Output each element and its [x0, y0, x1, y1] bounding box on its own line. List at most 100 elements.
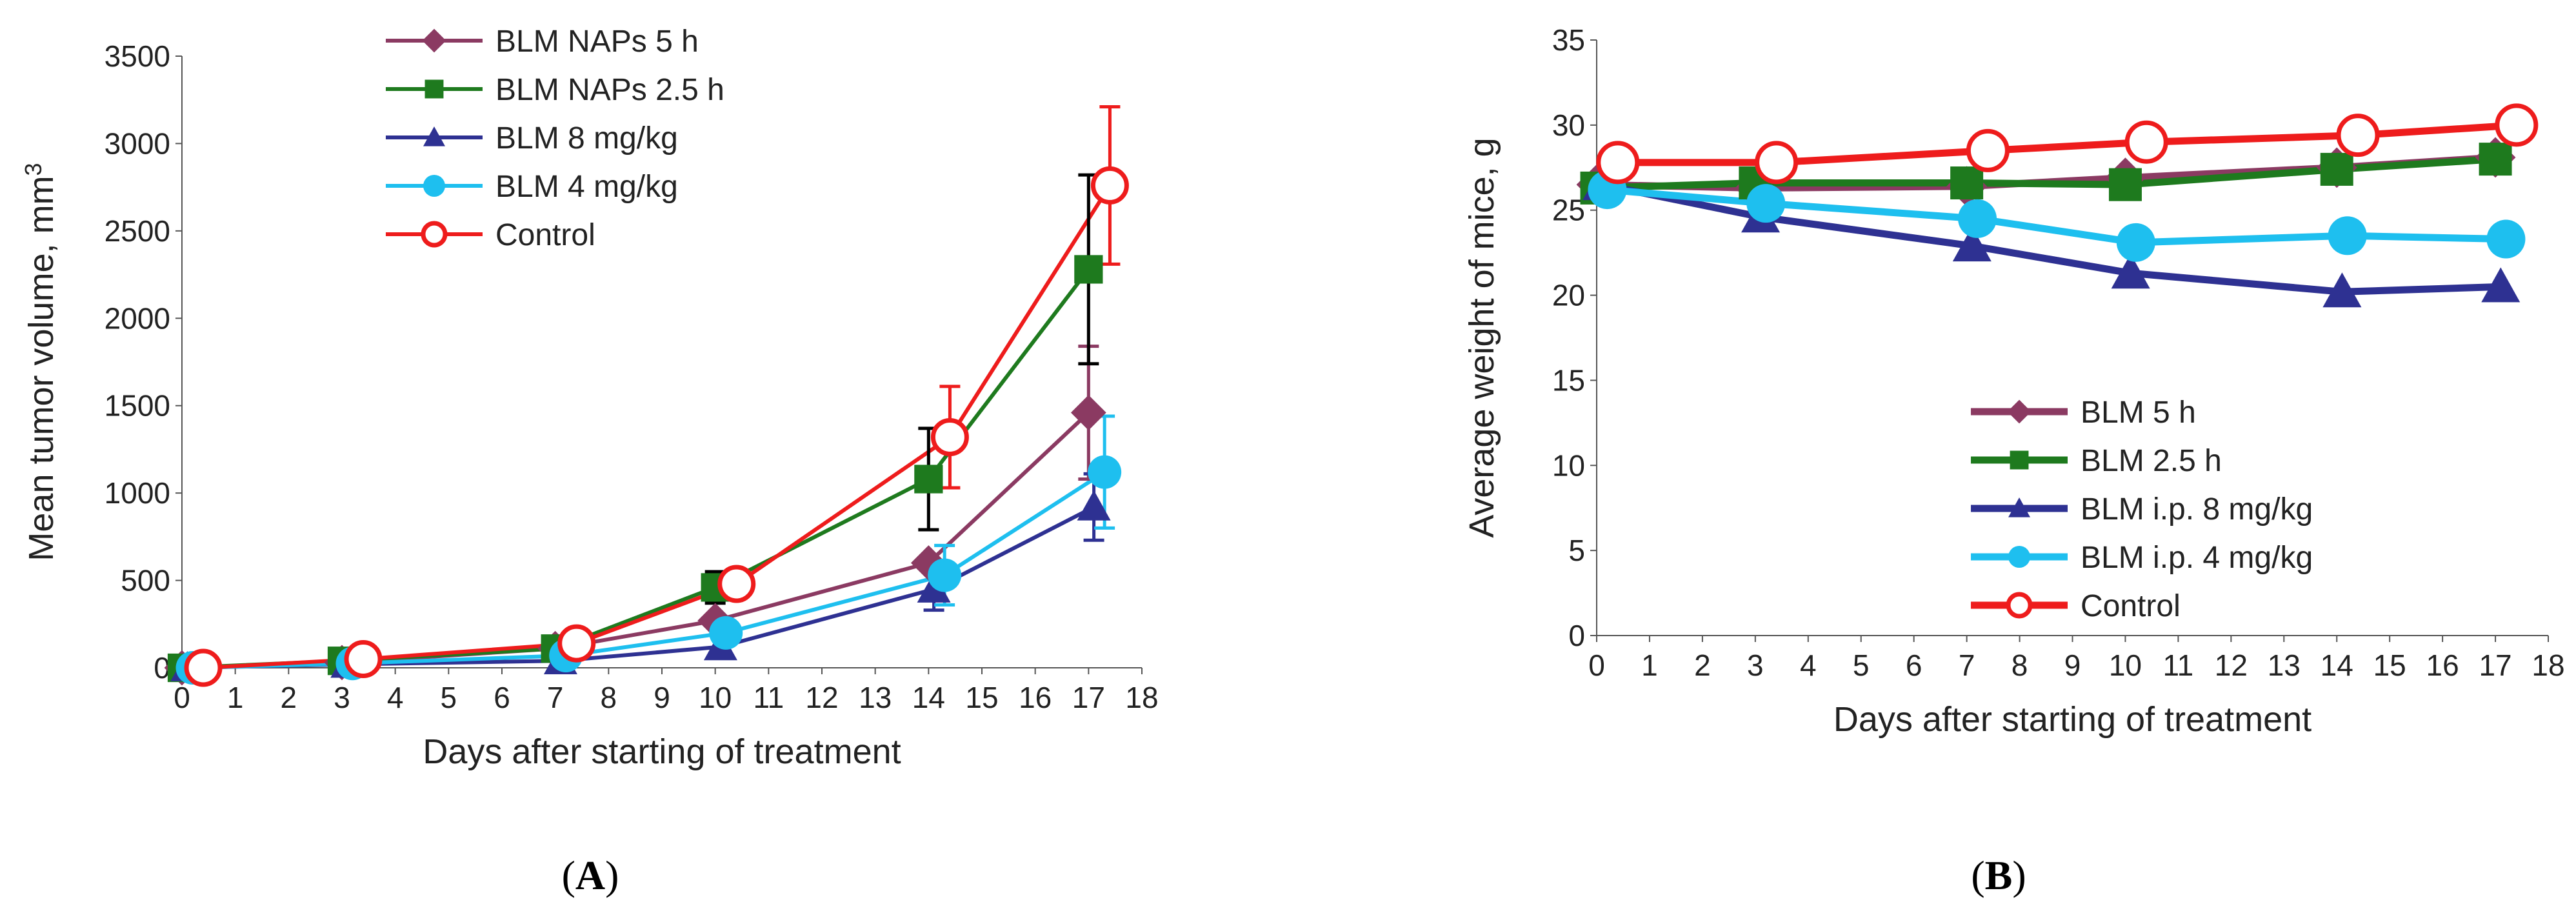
legend-marker-blm-2-5-h: [2010, 450, 2029, 470]
legend-marker-control: [2006, 592, 2033, 619]
data-point-control: [557, 624, 596, 663]
x-tick-label: 5: [441, 681, 457, 714]
x-tick-label: 18: [2531, 648, 2564, 682]
x-tick-label: 14: [912, 681, 945, 714]
data-point-control: [1755, 141, 1799, 185]
x-tick-label: 15: [965, 681, 998, 714]
y-tick-label: 35: [1552, 23, 1585, 57]
x-tick-label: 1: [1641, 648, 1658, 682]
x-tick-label: 16: [1019, 681, 1052, 714]
legend-label-control: Control: [2081, 589, 2181, 623]
y-tick-label: 1500: [105, 389, 170, 423]
data-point-blm-i-p-4-mg-kg: [1958, 199, 1997, 238]
x-tick-label: 6: [494, 681, 510, 714]
x-tick-label: 5: [1853, 648, 1870, 682]
legend-marker-blm-naps-2-5-h: [424, 79, 444, 99]
legend-label-blm-i-p-4-mg-kg: BLM i.p. 4 mg/kg: [2081, 541, 2313, 575]
y-tick-label: 10: [1552, 448, 1585, 482]
data-point-control: [717, 565, 756, 603]
x-axis-label: Days after starting of treatment: [423, 732, 901, 771]
data-point-blm-i-p-4-mg-kg: [2486, 219, 2526, 259]
data-point-control: [930, 417, 969, 456]
data-point-control: [344, 639, 383, 678]
data-point-control: [2124, 120, 2168, 164]
data-point-blm-naps-5-h: [1070, 395, 1106, 430]
data-point-blm-4-mg-kg: [1088, 455, 1122, 489]
x-tick-label: 8: [2012, 648, 2028, 682]
data-point-blm-2-5-h: [2479, 143, 2512, 176]
x-tick-label: 3: [1747, 648, 1764, 682]
x-tick-label: 4: [387, 681, 404, 714]
y-tick-label: 2500: [105, 214, 170, 248]
data-point-control: [184, 648, 223, 687]
y-tick-label: 30: [1552, 108, 1585, 142]
x-tick-label: 13: [859, 681, 892, 714]
x-tick-label: 14: [2321, 648, 2353, 682]
series-line-control: [203, 184, 1112, 670]
data-point-control: [1596, 141, 1640, 185]
x-tick-label: 13: [2268, 648, 2301, 682]
x-tick-label: 10: [2109, 648, 2142, 682]
x-tick-label: 10: [699, 681, 732, 714]
x-tick-label: 2: [1694, 648, 1711, 682]
x-tick-label: 9: [654, 681, 670, 714]
y-tick-label: 3000: [105, 126, 170, 160]
x-tick-label: 18: [1125, 681, 1158, 714]
panel-label-a: (A): [562, 852, 619, 898]
y-tick-label: 3500: [105, 39, 170, 73]
x-tick-label: 0: [1588, 648, 1605, 682]
x-tick-label: 12: [805, 681, 838, 714]
x-tick-label: 1: [227, 681, 244, 714]
data-point-control: [1090, 166, 1129, 205]
legend-marker-control: [421, 221, 448, 248]
data-point-blm-4-mg-kg: [928, 558, 962, 592]
data-point-control: [1966, 128, 2010, 172]
x-tick-label: 12: [2215, 648, 2248, 682]
data-point-control: [2495, 103, 2539, 147]
data-point-blm-2-5-h: [1950, 166, 1984, 200]
x-tick-label: 17: [1072, 681, 1105, 714]
data-point-blm-i-p-4-mg-kg: [2116, 223, 2155, 262]
series-line-control: [1617, 121, 2517, 166]
y-tick-label: 20: [1552, 279, 1585, 312]
legend-label-control: Control: [495, 218, 595, 252]
data-point-blm-i-p-4-mg-kg: [2328, 216, 2367, 256]
legend-label-blm-i-p-8-mg-kg: BLM i.p. 8 mg/kg: [2081, 492, 2313, 527]
x-tick-label: 11: [2163, 648, 2194, 682]
x-tick-label: 0: [174, 681, 190, 714]
legend-marker-blm-naps-5-h: [422, 28, 446, 53]
x-tick-label: 7: [547, 681, 564, 714]
series-line-blm-i-p-4-mg-kg: [1606, 186, 2506, 246]
x-tick-label: 6: [1906, 648, 1922, 682]
data-point-blm-8-mg-kg: [1077, 490, 1111, 521]
data-point-blm-4-mg-kg: [709, 616, 743, 650]
legend-label-blm-naps-5-h: BLM NAPs 5 h: [495, 25, 699, 59]
y-tick-label: 2000: [105, 301, 170, 335]
series-line-blm-i-p-8-mg-kg: [1601, 181, 2501, 296]
y-tick-label: 25: [1552, 194, 1585, 227]
legend-marker-blm-i-p-4-mg-kg: [2008, 546, 2030, 568]
x-tick-label: 7: [1959, 648, 1975, 682]
x-tick-label: 4: [1800, 648, 1817, 682]
legend-label-blm-4-mg-kg: BLM 4 mg/kg: [495, 170, 678, 204]
data-point-blm-2-5-h: [2320, 152, 2353, 186]
data-point-blm-i-p-4-mg-kg: [1746, 184, 1786, 223]
data-point-blm-2-5-h: [2108, 168, 2142, 201]
x-tick-label: 8: [601, 681, 617, 714]
y-tick-label: 1000: [105, 476, 170, 510]
y-tick-label: 15: [1552, 363, 1585, 397]
legend-label-blm-naps-2-5-h: BLM NAPs 2.5 h: [495, 73, 724, 107]
legend-label-blm-2-5-h: BLM 2.5 h: [2081, 444, 2222, 478]
panel-label-b: (B): [1971, 852, 2026, 898]
x-tick-label: 15: [2373, 648, 2406, 682]
y-tick-label: 500: [121, 564, 170, 597]
series-line-blm-naps-2-5-h: [181, 268, 1090, 670]
x-tick-label: 3: [334, 681, 350, 714]
data-point-blm-i-p-8-mg-kg: [2481, 267, 2521, 303]
series-line-blm-2-5-h: [1596, 156, 2496, 192]
legend-label-blm-5-h: BLM 5 h: [2081, 396, 2196, 430]
data-point-blm-naps-2-5-h: [1074, 255, 1103, 284]
